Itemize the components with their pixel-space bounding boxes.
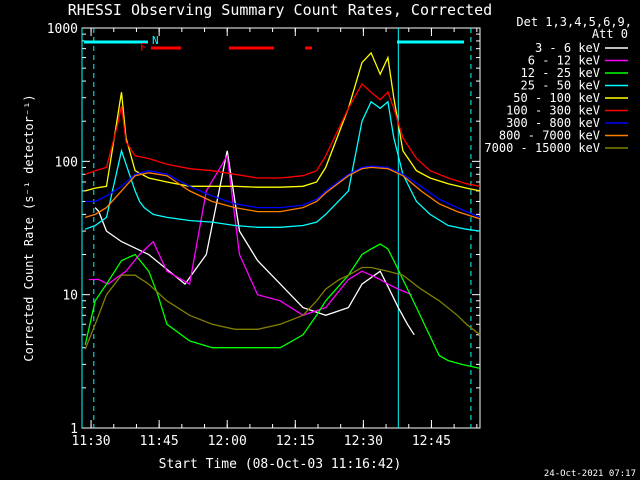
series-line-5	[84, 82, 481, 187]
flare-label: F	[140, 41, 147, 54]
x-tick-label: 11:45	[140, 434, 179, 449]
series-line-2	[84, 243, 481, 370]
x-tick-label: 12:15	[276, 434, 315, 449]
y-tick-label: 1	[70, 422, 78, 437]
y-tick-label: 100	[55, 155, 78, 170]
series-line-8	[84, 266, 481, 350]
chart-title: RHESSI Observing Summary Count Rates, Co…	[68, 1, 492, 19]
legend-label: 800 - 7000 keV	[499, 129, 600, 143]
legend-label: 7000 - 15000 keV	[484, 141, 600, 155]
legend-header-line-2: Att 0	[592, 27, 628, 41]
series-line-7	[85, 166, 481, 220]
legend-header-line-1: Det 1,3,4,5,6,9,	[516, 15, 632, 29]
footer-timestamp: 24-Oct-2021 07:17	[544, 469, 636, 479]
legend-label: 6 - 12 keV	[528, 54, 600, 68]
x-tick-label: 11:30	[72, 434, 111, 449]
legend-label: 12 - 25 keV	[521, 66, 600, 80]
legend-label: 300 - 800 keV	[506, 116, 600, 130]
legend-label: 100 - 300 keV	[506, 104, 600, 118]
night-label: N	[152, 34, 159, 47]
x-tick-label: 12:30	[344, 434, 383, 449]
x-axis-label: Start Time (08-Oct-03 11:16:42)	[159, 457, 402, 472]
y-tick-label: 10	[62, 289, 78, 304]
series-line-6	[85, 165, 481, 218]
legend-label: 50 - 100 keV	[513, 91, 600, 105]
legend-label: 3 - 6 keV	[535, 41, 600, 55]
series-line-0	[94, 150, 415, 336]
series-line-1	[88, 153, 413, 317]
x-tick-label: 12:00	[208, 434, 247, 449]
series-line-4	[85, 51, 481, 192]
y-axis-label: Corrected Count Rate (s⁻¹ detector⁻¹)	[22, 94, 36, 361]
y-tick-label: 1000	[47, 22, 78, 37]
x-tick-label: 12:45	[412, 434, 451, 449]
legend-label: 25 - 50 keV	[521, 79, 600, 93]
plot-area: 1 10 100 1000 11:30 11:45 12:00 12:15 12:30 12:45…	[47, 22, 481, 449]
series-line-3	[84, 100, 481, 232]
